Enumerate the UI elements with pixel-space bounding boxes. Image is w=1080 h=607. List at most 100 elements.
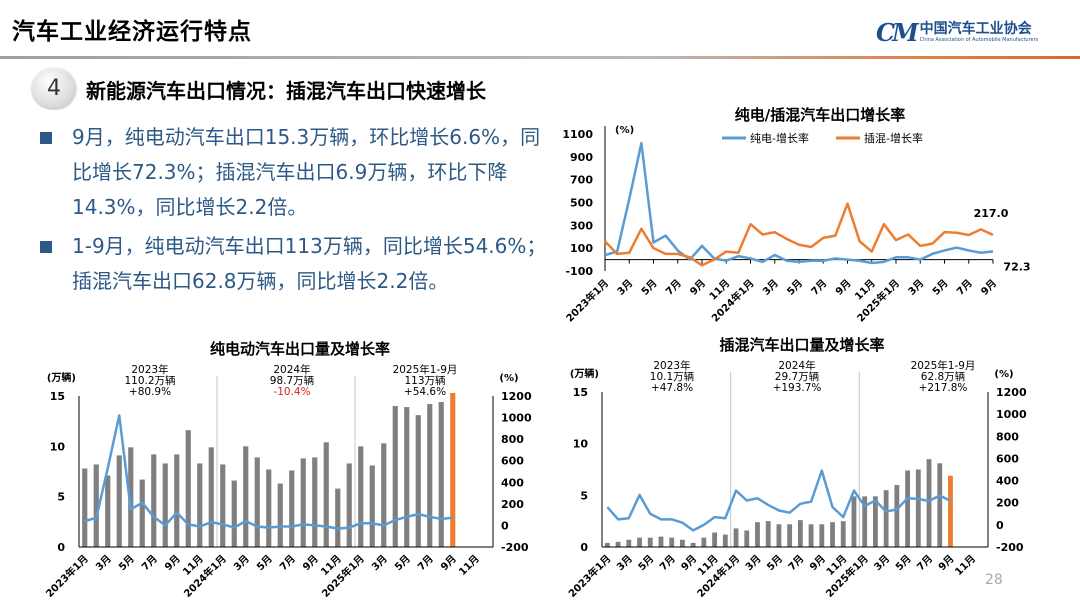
volume-bar bbox=[712, 532, 717, 547]
volume-bar bbox=[787, 524, 793, 547]
volume-bar bbox=[883, 490, 889, 547]
annotation-text: 2025年1-9月 bbox=[911, 359, 976, 372]
x-tick-label: 2023年1月 bbox=[563, 277, 611, 325]
annotation-text: +47.8% bbox=[651, 382, 693, 394]
volume-bar bbox=[300, 458, 306, 547]
volume-bar bbox=[808, 524, 814, 547]
right-tick-label: 600 bbox=[501, 455, 524, 468]
x-tick-label: 9月 bbox=[688, 277, 708, 297]
volume-bar bbox=[744, 530, 750, 547]
x-tick-label: 7月 bbox=[786, 553, 806, 573]
volume-bar bbox=[231, 480, 237, 547]
annotation-text: 10.1万辆 bbox=[650, 370, 694, 383]
right-tick-label: 200 bbox=[996, 497, 1019, 510]
annotation-text: -10.4% bbox=[273, 386, 310, 398]
volume-bar bbox=[208, 447, 214, 547]
volume-bar bbox=[381, 443, 387, 547]
y-tick-label: -100 bbox=[565, 265, 593, 278]
volume-bar bbox=[701, 537, 707, 547]
x-tick-label: 5月 bbox=[765, 553, 785, 573]
volume-bar bbox=[948, 475, 953, 547]
right-tick-label: 200 bbox=[501, 498, 524, 511]
volume-bar bbox=[690, 542, 696, 547]
x-tick-label: 7月 bbox=[415, 553, 435, 573]
volume-bar bbox=[755, 522, 760, 547]
x-tick-label: 7月 bbox=[657, 553, 677, 573]
left-axis-unit: (万辆) bbox=[570, 367, 599, 380]
annotation-text: 113万辆 bbox=[404, 374, 445, 387]
volume-bar bbox=[174, 454, 180, 547]
x-tick-label: 5月 bbox=[116, 553, 136, 573]
volume-bar bbox=[254, 457, 260, 547]
volume-bar bbox=[915, 469, 921, 547]
x-tick-label: 3月 bbox=[93, 553, 113, 573]
y-tick-label: 900 bbox=[570, 151, 593, 164]
x-tick-label: 7月 bbox=[277, 553, 297, 573]
left-tick-label: 15 bbox=[573, 386, 588, 399]
volume-bar bbox=[266, 469, 272, 547]
x-tick-label: 7月 bbox=[663, 277, 683, 297]
end-value-label-1: 217.0 bbox=[974, 207, 1009, 220]
left-tick-label: 10 bbox=[50, 440, 66, 453]
right-tick-label: 1000 bbox=[996, 408, 1027, 421]
volume-bar bbox=[797, 520, 803, 547]
header-divider bbox=[0, 56, 1080, 59]
right-tick-label: 0 bbox=[501, 519, 509, 532]
volume-bar bbox=[830, 522, 835, 547]
volume-bar bbox=[937, 463, 943, 547]
x-tick-label: 2023年1月 bbox=[566, 552, 614, 600]
y-tick-label: 1100 bbox=[562, 128, 593, 141]
page-number: 28 bbox=[985, 572, 1003, 588]
volume-bar bbox=[765, 521, 771, 547]
slide-title: 汽车工业经济运行特点 bbox=[12, 19, 252, 45]
annotation-text: 110.2万辆 bbox=[124, 374, 175, 387]
bullet-text: 9月，纯电动汽车出口15.3万辆，环比增长6.6%，同比增长72.3%；插混汽车… bbox=[72, 125, 541, 219]
volume-bar bbox=[840, 521, 846, 547]
right-tick-label: 800 bbox=[501, 433, 524, 446]
annotation-text: +217.8% bbox=[919, 382, 968, 394]
right-tick-label: 400 bbox=[501, 476, 524, 489]
right-tick-label: -200 bbox=[501, 541, 529, 554]
annotation-text: 29.7万辆 bbox=[775, 370, 819, 383]
bullet-text: 1-9月，纯电动汽车出口113万辆，同比增长54.6%；插混汽车出口62.8万辆… bbox=[72, 234, 547, 293]
x-tick-label: 2023年1月 bbox=[43, 552, 91, 600]
left-tick-label: 10 bbox=[573, 438, 589, 451]
right-tick-label: 1200 bbox=[501, 390, 532, 403]
annotation-text: 62.8万辆 bbox=[921, 370, 965, 383]
y-axis-unit: (%) bbox=[615, 125, 634, 136]
volume-bar bbox=[873, 496, 878, 547]
bullet-item: 1-9月，纯电动汽车出口113万辆，同比增长54.6%；插混汽车出口62.8万辆… bbox=[40, 229, 560, 299]
bullet-list: 9月，纯电动汽车出口15.3万辆，环比增长6.6%，同比增长72.3%；插混汽车… bbox=[40, 120, 560, 303]
volume-bar bbox=[162, 463, 168, 547]
x-tick-label: 3月 bbox=[760, 277, 780, 297]
volume-bar bbox=[151, 454, 157, 547]
right-tick-label: 400 bbox=[996, 475, 1019, 488]
volume-bar bbox=[905, 470, 910, 547]
volume-bar bbox=[185, 430, 191, 547]
volume-bar bbox=[450, 392, 456, 547]
x-tick-label: 7月 bbox=[915, 553, 935, 573]
volume-bar bbox=[323, 442, 329, 547]
right-tick-label: 800 bbox=[996, 430, 1019, 443]
right-axis-unit: (%) bbox=[499, 373, 518, 384]
annotation-text: +193.7% bbox=[773, 382, 822, 394]
volume-bar bbox=[289, 470, 295, 547]
x-tick-label: 3月 bbox=[614, 553, 634, 573]
logo-name-cn: 中国汽车工业协会 bbox=[919, 21, 1032, 37]
volume-bar bbox=[116, 455, 122, 547]
annotation-text: +80.9% bbox=[129, 386, 171, 398]
volume-bar bbox=[615, 541, 621, 547]
annotation-text: +54.6% bbox=[404, 386, 446, 398]
logo-mark: CM bbox=[876, 18, 919, 47]
annotation-text: 98.7万辆 bbox=[270, 374, 314, 387]
x-tick-label: 11月 bbox=[456, 553, 481, 578]
left-tick-label: 5 bbox=[580, 489, 588, 502]
legend-label-1: 插混-增长率 bbox=[864, 131, 923, 145]
x-tick-label: 5月 bbox=[636, 553, 656, 573]
x-tick-label: 3月 bbox=[743, 553, 763, 573]
x-tick-label: 7月 bbox=[809, 277, 829, 297]
x-tick-label: 3月 bbox=[615, 277, 635, 297]
volume-bar bbox=[197, 463, 203, 547]
volume-bar bbox=[680, 539, 685, 547]
